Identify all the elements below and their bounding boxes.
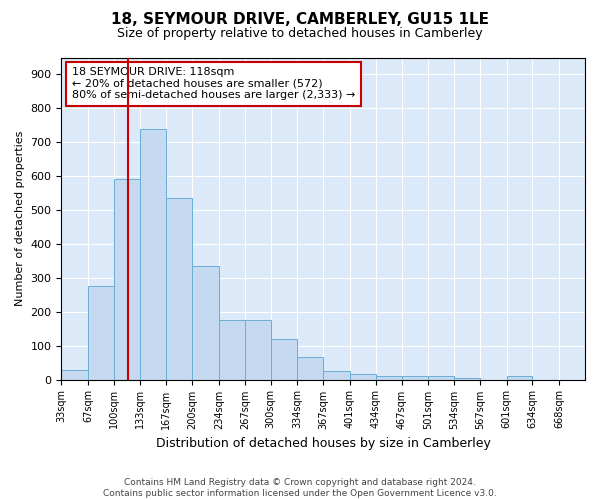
Bar	[114, 179, 140, 380]
Bar	[506, 376, 532, 380]
Bar	[166, 198, 193, 380]
Bar	[428, 376, 454, 380]
Bar	[219, 320, 245, 380]
Text: 18 SEYMOUR DRIVE: 118sqm
← 20% of detached houses are smaller (572)
80% of semi-: 18 SEYMOUR DRIVE: 118sqm ← 20% of detach…	[72, 67, 355, 100]
Y-axis label: Number of detached properties: Number of detached properties	[15, 131, 25, 306]
Text: Size of property relative to detached houses in Camberley: Size of property relative to detached ho…	[117, 28, 483, 40]
Bar	[271, 339, 298, 380]
Bar	[298, 356, 323, 380]
Bar	[61, 370, 88, 380]
Text: Contains HM Land Registry data © Crown copyright and database right 2024.
Contai: Contains HM Land Registry data © Crown c…	[103, 478, 497, 498]
Bar	[140, 128, 166, 380]
Bar	[350, 374, 376, 380]
Bar	[454, 378, 480, 380]
Bar	[245, 320, 271, 380]
Bar	[376, 376, 401, 380]
Bar	[88, 286, 114, 380]
Bar	[193, 266, 219, 380]
Bar	[401, 376, 428, 380]
Text: 18, SEYMOUR DRIVE, CAMBERLEY, GU15 1LE: 18, SEYMOUR DRIVE, CAMBERLEY, GU15 1LE	[111, 12, 489, 28]
X-axis label: Distribution of detached houses by size in Camberley: Distribution of detached houses by size …	[156, 437, 491, 450]
Bar	[323, 371, 350, 380]
